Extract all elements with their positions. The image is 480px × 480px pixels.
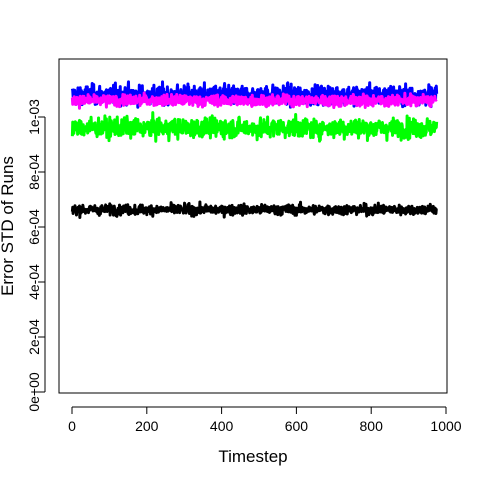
- series-line-1: [70, 200, 438, 219]
- y-tick-label: 8e-04: [26, 154, 42, 190]
- x-tick-label: 1000: [430, 418, 461, 434]
- y-axis: 0e+00 2e-04 4e-04 6e-04 8e-04 1e-03: [26, 99, 46, 412]
- y-tick-label: 4e-04: [26, 264, 42, 300]
- y-axis-label: Error STD of Runs: [0, 156, 17, 296]
- x-tick-label: 200: [135, 418, 159, 434]
- series-line-3: [70, 91, 438, 110]
- x-tick-label: 0: [68, 418, 76, 434]
- series-line-2: [70, 111, 439, 143]
- x-axis-label: Timestep: [218, 447, 287, 466]
- x-tick-label: 600: [285, 418, 309, 434]
- x-tick-label: 800: [360, 418, 384, 434]
- y-tick-label: 6e-04: [26, 209, 42, 245]
- x-axis: 0 200 400 600 800 1000: [68, 406, 462, 434]
- series-layer: [70, 80, 439, 219]
- y-tick-label: 2e-04: [26, 319, 42, 355]
- x-tick-label: 400: [210, 418, 234, 434]
- plot-frame: [58, 58, 448, 394]
- y-tick-label: 0e+00: [26, 372, 42, 412]
- y-tick-label: 1e-03: [26, 99, 42, 135]
